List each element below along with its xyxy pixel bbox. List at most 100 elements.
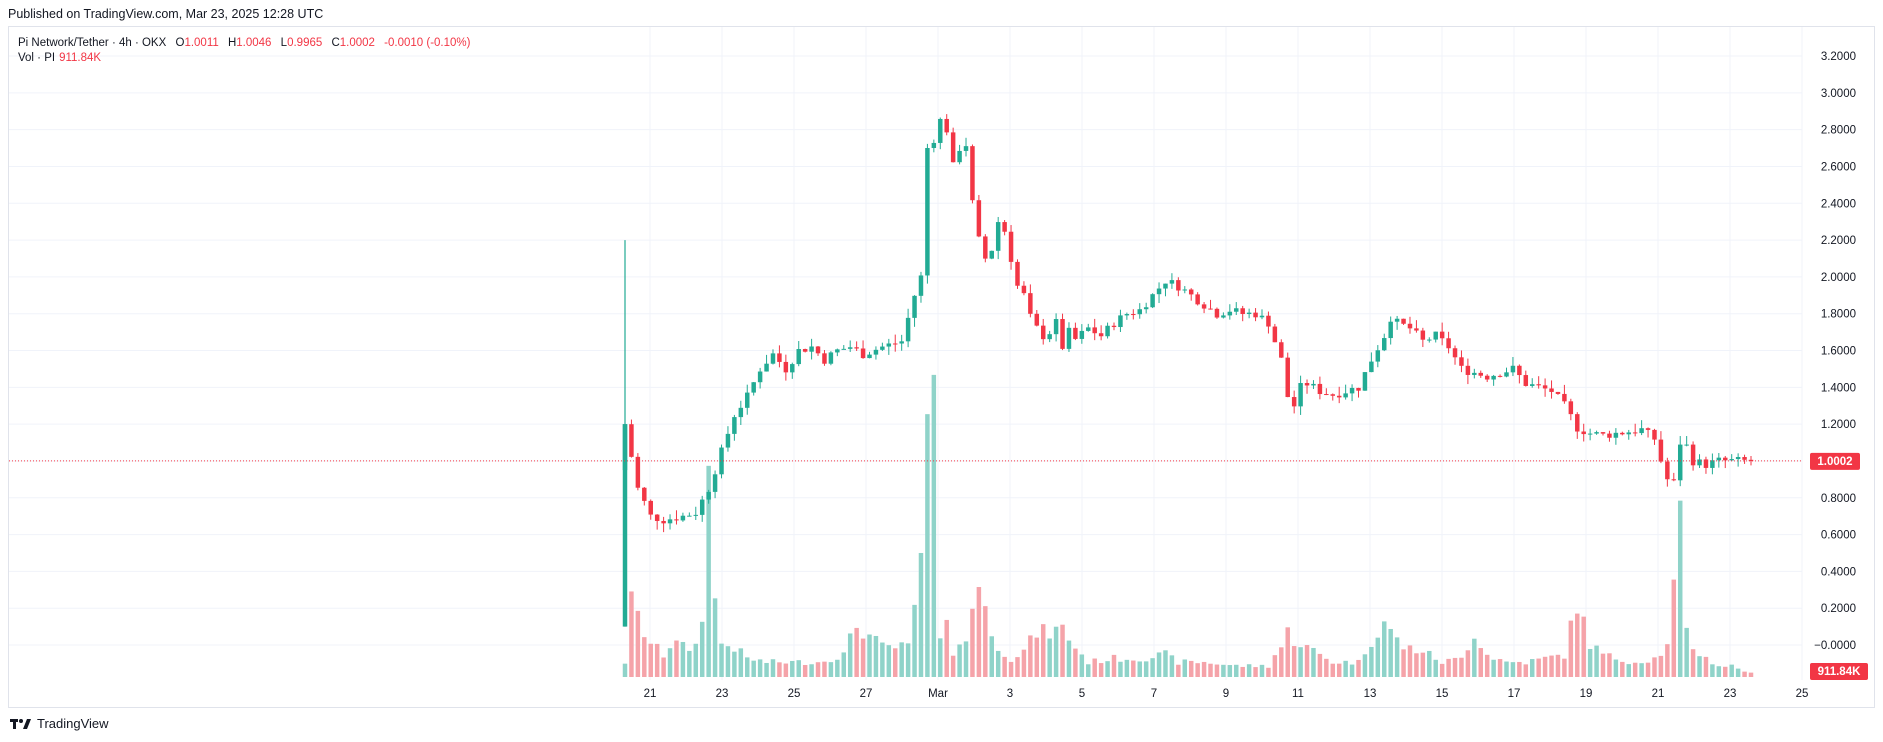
- volume-bar: [1002, 656, 1007, 677]
- candle-body: [912, 295, 917, 318]
- candle-body: [1742, 457, 1747, 460]
- candle-body: [1542, 385, 1548, 389]
- tradingview-footer[interactable]: TradingView: [10, 716, 109, 731]
- x-tick-label: 23: [1724, 688, 1737, 700]
- ohlc-legend: Pi Network/Tether · 4h · OKX O1.0011 H1.…: [18, 35, 470, 52]
- price-axis: 3.2000 3.0000 2.8000 2.6000 2.4000 2.2000 2.00…: [1814, 51, 1856, 652]
- candle-body: [1266, 315, 1271, 327]
- volume-bar: [1021, 649, 1027, 677]
- volume-bar: [725, 646, 731, 677]
- candle-body: [822, 353, 827, 364]
- candle-body: [931, 142, 937, 149]
- candle-body: [687, 515, 692, 517]
- volume-bar: [1613, 659, 1619, 677]
- volume-bar: [1735, 668, 1741, 677]
- y-tick-label: 2.6000: [1821, 161, 1856, 173]
- candle-body: [1536, 384, 1541, 386]
- y-tick-label: 1.6000: [1821, 346, 1856, 358]
- volume-bar: [770, 659, 776, 677]
- volume-bar: [654, 643, 660, 677]
- candle-body: [905, 317, 911, 342]
- candle-body: [1671, 479, 1677, 481]
- candle-body: [648, 500, 653, 515]
- candle-body: [1208, 308, 1213, 310]
- candle-body: [1382, 338, 1387, 351]
- volume-bar: [983, 606, 988, 677]
- volume-bar: [1369, 646, 1374, 677]
- candle-body: [783, 361, 789, 373]
- volume-bar: [1748, 672, 1754, 677]
- volume-bar: [1394, 637, 1400, 677]
- close-label: C: [331, 37, 340, 49]
- volume-bar: [847, 633, 853, 677]
- candle-body: [1124, 314, 1130, 316]
- candle-body: [642, 487, 647, 501]
- candle-body: [1555, 391, 1561, 394]
- volume-bar: [1188, 660, 1194, 677]
- volume-bar: [1639, 663, 1644, 677]
- candle-body: [1086, 327, 1091, 331]
- x-tick-label: 3: [1007, 688, 1013, 700]
- candle-body: [873, 349, 879, 355]
- candle-body: [1246, 312, 1252, 315]
- candle-body: [1169, 280, 1175, 284]
- candle-body: [1549, 388, 1554, 392]
- x-tick-label: 7: [1151, 688, 1157, 700]
- candle-body: [777, 353, 782, 362]
- candle-body: [976, 200, 982, 237]
- volume-bar: [1497, 659, 1503, 677]
- volume-bar: [635, 610, 641, 677]
- candle-body: [1529, 384, 1535, 386]
- volume-bar: [1703, 656, 1709, 677]
- volume-bar: [1240, 666, 1245, 677]
- volume-bar: [680, 641, 686, 677]
- candle-body: [1729, 459, 1734, 461]
- candle-body: [1452, 348, 1458, 358]
- volume-bar: [1336, 663, 1342, 677]
- candle-body: [835, 349, 840, 353]
- y-tick-label: 1.2000: [1821, 419, 1856, 431]
- candle-body: [1131, 314, 1136, 316]
- volume-bar: [802, 664, 808, 677]
- volume-bar: [970, 608, 975, 677]
- volume-bar: [1671, 579, 1677, 677]
- volume-bar: [1008, 661, 1014, 677]
- low-value: 0.9965: [287, 37, 323, 49]
- x-tick-label: 25: [1796, 688, 1809, 700]
- candle-body: [1343, 393, 1348, 398]
- low-label: L: [280, 37, 288, 49]
- candle-body: [1021, 285, 1027, 294]
- volume-bar: [1620, 661, 1625, 677]
- volume-bar: [1028, 635, 1033, 677]
- volume-bar: [1092, 658, 1097, 677]
- volume-bar: [1478, 648, 1483, 677]
- volume-bar: [944, 619, 949, 677]
- volume-bar: [938, 638, 943, 677]
- volume-bar: [1324, 658, 1329, 677]
- candle-body: [796, 349, 801, 365]
- candle-body: [1002, 222, 1007, 232]
- candle-body: [1684, 444, 1689, 446]
- candle-body: [1710, 460, 1715, 468]
- volume-bar: [1710, 664, 1715, 677]
- candle-body: [745, 392, 750, 408]
- candle-body: [867, 354, 872, 359]
- symbol-label[interactable]: Pi Network/Tether · 4h · OKX: [18, 37, 167, 49]
- volume-bar: [828, 662, 834, 677]
- volume-bar: [1562, 658, 1567, 677]
- candle-body: [1600, 432, 1606, 434]
- candle-body: [635, 456, 641, 488]
- candle-body: [809, 346, 814, 352]
- x-tick-label: 25: [788, 688, 801, 700]
- volume-bar: [1723, 666, 1728, 677]
- volume-label[interactable]: Vol · PI: [18, 52, 56, 64]
- candle-body: [880, 346, 885, 350]
- candle-body: [654, 514, 660, 521]
- volume-bar: [1182, 659, 1188, 677]
- candle-body: [1620, 432, 1625, 435]
- candle-body: [1677, 444, 1683, 481]
- volume-bar: [1517, 661, 1522, 677]
- candle-body: [1053, 319, 1059, 335]
- volume-bar: [783, 663, 789, 677]
